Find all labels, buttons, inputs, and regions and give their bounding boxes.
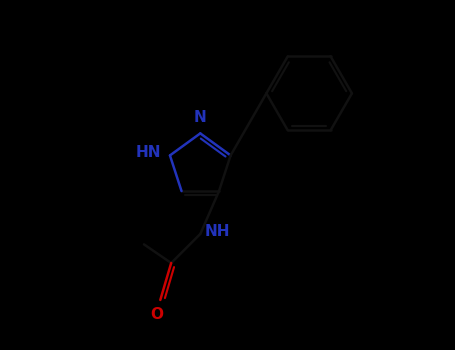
Text: O: O [150,307,163,322]
Text: HN: HN [136,145,162,160]
Text: NH: NH [205,224,231,239]
Text: N: N [193,110,206,125]
